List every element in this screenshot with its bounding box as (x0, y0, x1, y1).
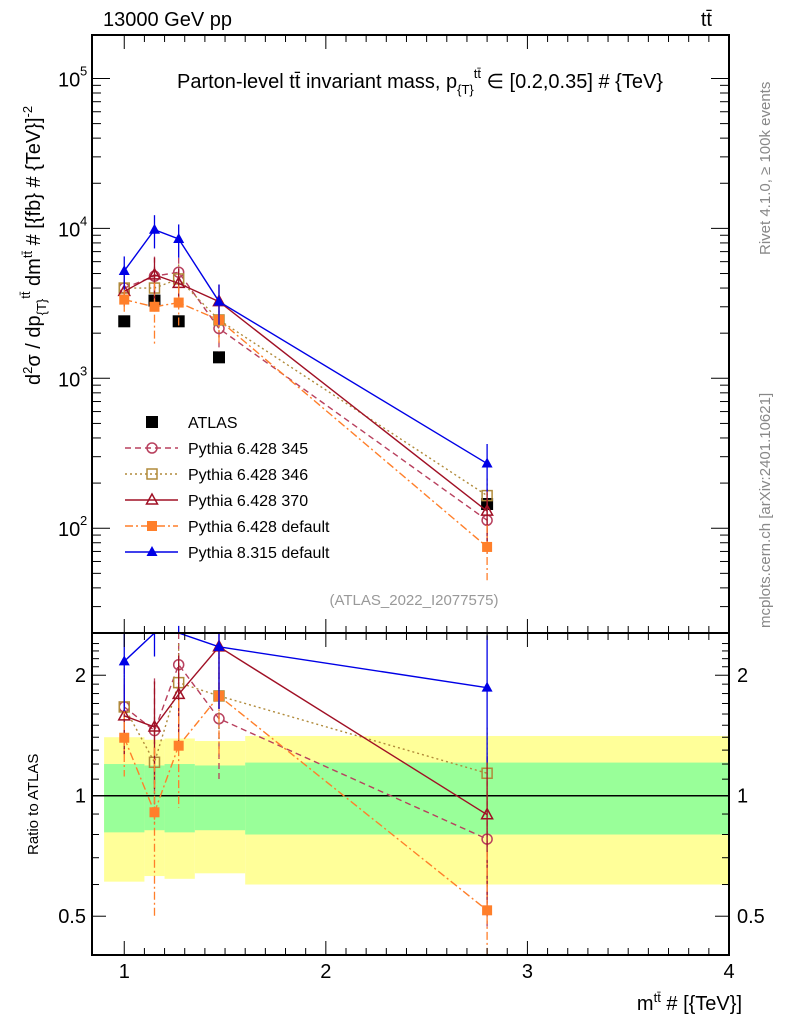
y-tick-label-exponent: 2 (80, 513, 87, 528)
data-point (118, 655, 130, 666)
ratio-panel: 0.5 0.5 1 1 2 2 1 2 3 4 (58, 625, 765, 983)
y-tick-label: 10 (58, 519, 80, 541)
y-tick-label: 0.5 (58, 906, 86, 928)
data-point (481, 457, 493, 468)
data-point (119, 294, 130, 305)
y-tick-label: 10 (58, 69, 80, 91)
legend-label: Pythia 6.428 346 (188, 467, 308, 484)
data-point (173, 740, 184, 751)
band-inner-bin (194, 765, 246, 831)
y-tick-label-exponent: 3 (80, 363, 87, 378)
data-point (482, 905, 493, 916)
y-tick-label: 10 (58, 219, 80, 241)
main-title: Parton-level tt̄ invariant mass, p{T}tt̄… (177, 66, 663, 97)
data-point (480, 503, 494, 516)
y-tick-label-exponent: 4 (80, 213, 87, 228)
annotation: (ATLAS_2022_I2077575) (329, 592, 498, 609)
legend-label: Pythia 6.428 370 (188, 493, 308, 510)
data-point (146, 546, 158, 556)
data-point (480, 807, 494, 820)
data-point (145, 492, 159, 505)
ratio-y-label: Ratio to ATLAS (25, 754, 42, 855)
data-point (147, 267, 162, 280)
data-point (118, 315, 131, 328)
data-point (148, 223, 160, 234)
data-point (149, 807, 160, 818)
legend-label: Pythia 6.428 345 (188, 441, 308, 458)
x-tick-label: 3 (522, 961, 533, 983)
header-right: tt̄ (701, 9, 713, 31)
data-point (149, 301, 160, 312)
data-point (482, 541, 493, 552)
data-point (146, 442, 158, 454)
y-tick-label: 2 (75, 665, 86, 687)
data-point (173, 297, 184, 308)
x-tick-label: 4 (723, 961, 734, 983)
band-inner-bin (164, 764, 195, 833)
x-tick-label: 1 (119, 961, 130, 983)
y-axis-label: d2σ / dp{T}tt̄ dmtt̄ # [{fb} # {TeV}]-2 (18, 106, 49, 385)
legend-label: Pythia 6.428 default (188, 519, 330, 536)
legend-label: ATLAS (188, 415, 238, 432)
series-line (124, 278, 488, 497)
data-point (147, 521, 157, 531)
data-point (213, 295, 225, 306)
y-tick-label: 10 (58, 369, 80, 391)
data-point (118, 264, 130, 275)
side-text-rivet: Rivet 4.1.0, ≥ 100k events (757, 82, 774, 255)
y-tick-label: 1 (75, 786, 86, 808)
x-tick-label: 2 (320, 961, 331, 983)
y-tick-label-right: 2 (737, 665, 748, 687)
data-point (146, 416, 158, 428)
data-point (146, 468, 158, 480)
data-point (481, 681, 493, 692)
data-point (147, 719, 162, 732)
y-tick-label-exponent: 5 (80, 63, 87, 78)
data-point (213, 640, 225, 651)
data-point (212, 351, 225, 364)
data-point (173, 232, 185, 243)
data-point (171, 686, 186, 700)
plot-frame (91, 632, 730, 956)
y-tick-label-right: 0.5 (737, 906, 765, 928)
plot-frame (91, 34, 730, 634)
legend: ATLAS Pythia 6.428 345 Pythia 6.428 346 Pyt… (125, 415, 330, 562)
x-axis-label: mtt̄ # [{TeV}] (637, 990, 742, 1015)
y-tick-label-right: 1 (737, 786, 748, 808)
header-left: 13000 GeV pp (103, 9, 232, 31)
legend-label: Pythia 8.315 default (188, 545, 330, 562)
data-point (119, 732, 130, 743)
data-point (117, 708, 132, 721)
side-text-mcplots: mcplots.cern.ch [arXiv:2401.10621] (757, 393, 774, 628)
